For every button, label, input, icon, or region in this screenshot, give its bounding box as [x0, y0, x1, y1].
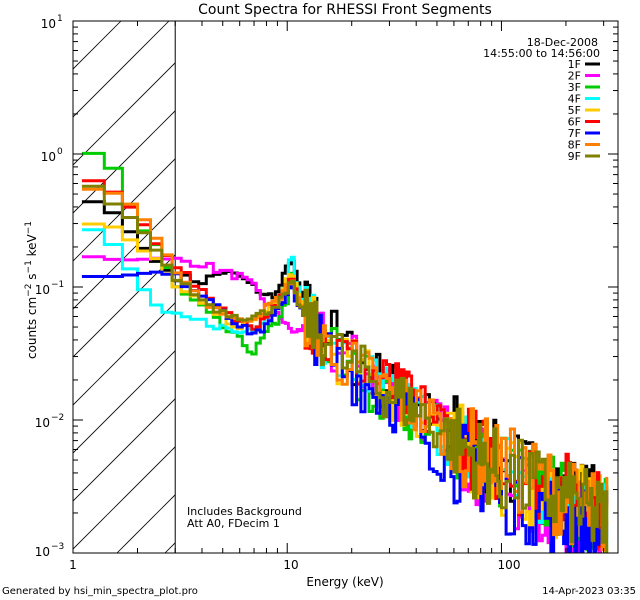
svg-text:0: 0: [57, 147, 63, 157]
legend-label-2F: 2F: [568, 70, 581, 83]
y-tick-label-1e-3: 10 −3: [35, 542, 65, 559]
footer-timestamp: 14-Apr-2023 03:35: [542, 586, 636, 597]
legend-label-9F: 9F: [568, 150, 581, 163]
x-axis-label: Energy (keV): [306, 575, 383, 589]
hatch-line: [73, 206, 176, 310]
date-label: 18-Dec-2008: [527, 36, 598, 49]
y-tick-label-1e-2: 10 −2: [35, 413, 65, 430]
hatch-line: [73, 254, 176, 358]
x-tick-label-10: 10: [283, 558, 298, 572]
legend-label-7F: 7F: [568, 127, 581, 140]
series-layer: [81, 151, 609, 553]
hatch-line: [73, 62, 176, 166]
y-axis-label: counts cm−2 s−1 keV−1: [24, 221, 39, 359]
svg-text:−3: −3: [51, 542, 64, 552]
svg-text:10: 10: [35, 283, 50, 297]
hatch-line: [73, 21, 170, 118]
hatched-region: [73, 21, 176, 553]
legend-label-6F: 6F: [568, 116, 581, 129]
series-line-3F: [81, 151, 609, 553]
svg-text:10: 10: [41, 150, 56, 164]
hatch-line: [73, 302, 176, 406]
hatch-line: [73, 398, 176, 502]
series-line-7F: [81, 270, 609, 553]
series-line-6F: [81, 179, 609, 551]
svg-text:10: 10: [41, 17, 56, 31]
svg-text:1: 1: [57, 14, 63, 24]
annotation-background: Includes Background: [187, 505, 302, 518]
svg-text:10: 10: [35, 416, 50, 430]
svg-text:−1: −1: [51, 280, 64, 290]
chart-title: Count Spectra for RHESSI Front Segments: [198, 2, 492, 18]
y-tick-label-1e-1: 10 −1: [35, 280, 65, 297]
legend-label-3F: 3F: [568, 81, 581, 94]
legend-label-4F: 4F: [568, 93, 581, 106]
legend-label-1F: 1F: [568, 58, 581, 71]
x-tick-label-1: 1: [69, 558, 77, 572]
hatch-line: [73, 446, 176, 550]
legend-label-8F: 8F: [568, 139, 581, 152]
axis-ticks: [72, 20, 618, 554]
annotation-attenuator: Att A0, FDecim 1: [187, 517, 280, 530]
svg-text:−2: −2: [51, 413, 64, 423]
time-range-label: 14:55:00 to 14:56:00: [483, 47, 600, 60]
legend-label-5F: 5F: [568, 104, 581, 117]
y-tick-label-1e1: 10 1: [41, 14, 63, 31]
footer-generated-by: Generated by hsi_min_spectra_plot.pro: [2, 586, 198, 597]
y-tick-label-1e0: 10 0: [41, 147, 63, 164]
series-line-9F: [81, 184, 609, 553]
svg-text:10: 10: [35, 545, 50, 559]
x-tick-label-100: 100: [498, 558, 521, 572]
